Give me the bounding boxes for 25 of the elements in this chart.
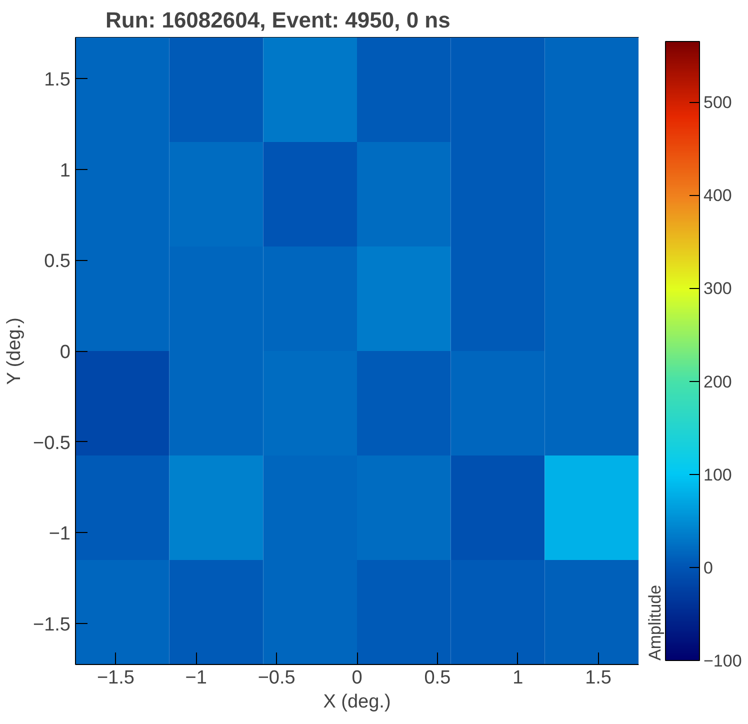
- y-tick-label: −0.5: [32, 432, 71, 454]
- x-axis-title: X (deg.): [323, 692, 391, 712]
- color-bar-label: −100: [704, 652, 742, 670]
- y-axis-title: Y (deg.): [4, 318, 25, 385]
- x-tick-label: 0: [352, 668, 362, 688]
- y-tick-label: 0: [60, 342, 71, 363]
- color-bar-label: 200: [704, 372, 732, 392]
- x-tick-label: 1: [512, 668, 524, 688]
- color-bar-label: 400: [704, 186, 732, 206]
- y-tick-label: 1: [60, 160, 71, 182]
- color-bar-title: Amplitude: [646, 584, 664, 660]
- y-tick-label: −1.5: [32, 614, 71, 636]
- x-tick-label: −1.5: [96, 668, 134, 688]
- color-bar-label: 300: [704, 279, 732, 298]
- y-tick-label: 1.5: [44, 69, 71, 90]
- color-bar-label: 500: [704, 93, 732, 112]
- chart-title: Run: 16082604, Event: 4950, 0 ns: [106, 8, 450, 32]
- color-bar-label: 0: [704, 558, 713, 578]
- y-tick-label: −1: [48, 524, 71, 545]
- y-tick-label: 0.5: [44, 251, 71, 272]
- color-bar-label: 100: [704, 465, 732, 484]
- x-tick-label: 0.5: [424, 668, 451, 688]
- x-tick-label: −1: [185, 668, 207, 688]
- x-tick-label: −0.5: [258, 668, 296, 688]
- x-tick-label: 1.5: [585, 668, 612, 688]
